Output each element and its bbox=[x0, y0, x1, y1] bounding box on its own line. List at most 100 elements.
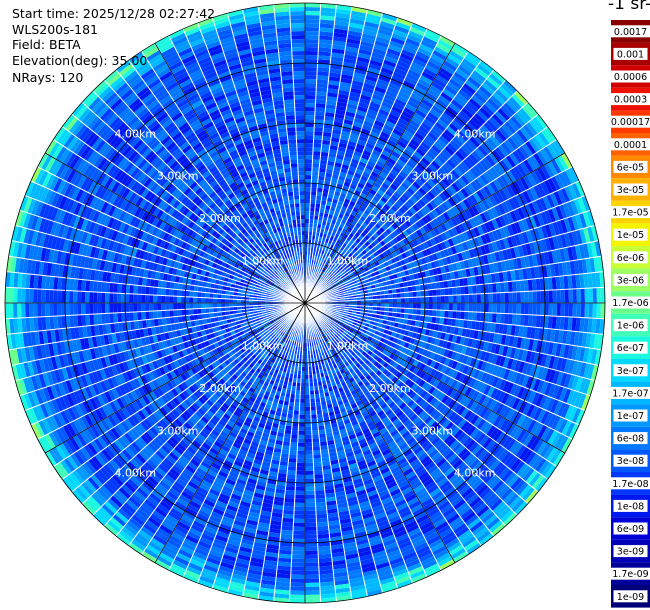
heat-cell bbox=[295, 495, 305, 499]
heat-cell bbox=[89, 303, 93, 314]
heat-cell bbox=[433, 303, 437, 310]
heat-cell bbox=[129, 285, 134, 294]
heat-cell bbox=[197, 303, 201, 309]
heat-cell bbox=[448, 311, 453, 319]
heat-cell bbox=[294, 515, 305, 519]
heat-cell bbox=[393, 303, 397, 308]
heat-cell bbox=[177, 296, 181, 303]
heat-cell bbox=[293, 410, 299, 414]
heat-cell bbox=[284, 502, 295, 507]
heat-cell bbox=[290, 587, 305, 591]
heat-cell bbox=[292, 555, 305, 559]
heat-cell bbox=[213, 298, 217, 303]
heat-cell bbox=[53, 303, 57, 316]
heat-cell bbox=[310, 406, 316, 411]
heat-cell bbox=[437, 303, 441, 310]
heat-cell bbox=[405, 303, 409, 308]
heat-cell bbox=[492, 313, 497, 323]
heat-cell bbox=[117, 313, 122, 323]
heat-cell bbox=[397, 303, 401, 308]
heat-cell bbox=[97, 281, 102, 292]
heat-cell bbox=[145, 295, 149, 303]
heat-cell bbox=[513, 303, 517, 314]
heat-cell bbox=[290, 591, 305, 595]
heat-cell bbox=[101, 282, 106, 293]
heat-cell bbox=[41, 303, 45, 317]
heat-cell bbox=[141, 303, 145, 312]
heat-cell bbox=[217, 303, 221, 308]
heat-cell bbox=[157, 303, 161, 311]
heat-cell bbox=[299, 419, 305, 423]
heat-cell bbox=[201, 298, 205, 303]
heat-cell bbox=[81, 291, 85, 303]
heat-cell bbox=[305, 531, 317, 535]
heat-cell bbox=[125, 303, 129, 312]
heat-cell bbox=[113, 313, 118, 323]
heat-cell bbox=[45, 289, 49, 303]
heat-cell bbox=[312, 434, 319, 439]
heat-cell bbox=[505, 303, 509, 314]
heat-cell bbox=[472, 312, 477, 321]
heat-cell bbox=[561, 303, 565, 317]
heat-cell bbox=[149, 295, 153, 303]
heat-cell bbox=[305, 475, 314, 479]
heat-cell bbox=[305, 535, 317, 539]
heat-cell bbox=[305, 491, 315, 495]
heat-cell bbox=[305, 487, 315, 491]
heat-cell bbox=[293, 535, 305, 539]
heat-cell bbox=[408, 308, 413, 314]
heat-cell bbox=[101, 314, 106, 325]
heat-cell bbox=[305, 391, 310, 395]
heat-cell bbox=[417, 303, 421, 309]
heat-cell bbox=[305, 415, 311, 419]
heat-cell bbox=[305, 571, 319, 575]
heat-cell bbox=[298, 443, 306, 447]
heat-cell bbox=[290, 442, 298, 447]
heat-cell bbox=[305, 555, 318, 559]
heat-cell bbox=[305, 547, 318, 551]
heat-cell bbox=[57, 290, 61, 303]
heat-cell bbox=[305, 443, 313, 447]
heat-cell bbox=[311, 414, 317, 418]
heat-cell bbox=[453, 303, 457, 311]
heat-cell bbox=[294, 511, 305, 515]
heat-cell bbox=[287, 466, 296, 471]
heat-cell bbox=[125, 294, 129, 303]
heat-cell bbox=[189, 309, 193, 315]
heat-cell bbox=[389, 303, 393, 308]
heat-cell bbox=[177, 310, 182, 317]
heat-cell bbox=[294, 503, 305, 507]
heat-cell bbox=[185, 303, 189, 309]
heat-cell bbox=[293, 531, 305, 535]
heat-cell bbox=[285, 494, 296, 499]
heat-cell bbox=[285, 490, 295, 495]
heat-cell bbox=[288, 458, 297, 463]
heat-cell bbox=[101, 303, 105, 314]
heat-cell bbox=[521, 303, 525, 315]
heat-cell bbox=[133, 294, 137, 303]
heat-cell bbox=[312, 438, 320, 443]
heat-cell bbox=[13, 288, 17, 303]
heat-cell bbox=[537, 303, 541, 315]
heat-cell bbox=[205, 298, 209, 303]
heat-cell bbox=[105, 303, 109, 314]
heat-cell bbox=[290, 579, 305, 583]
heat-cell bbox=[581, 303, 585, 318]
heat-cell bbox=[305, 403, 310, 407]
heat-cell bbox=[293, 414, 299, 418]
heat-cell bbox=[97, 292, 101, 303]
heat-cell bbox=[292, 539, 305, 543]
heat-cell bbox=[296, 467, 305, 471]
heat-cell bbox=[193, 303, 197, 309]
heat-cell bbox=[141, 286, 146, 295]
heat-cell bbox=[205, 303, 209, 308]
heat-cell bbox=[73, 303, 77, 315]
heat-cell bbox=[93, 292, 97, 303]
heat-cell bbox=[289, 454, 297, 459]
heat-cell bbox=[428, 310, 433, 317]
heat-cell bbox=[312, 430, 319, 435]
heat-cell bbox=[305, 495, 315, 499]
heat-cell bbox=[293, 527, 305, 531]
heat-cell bbox=[305, 455, 313, 459]
